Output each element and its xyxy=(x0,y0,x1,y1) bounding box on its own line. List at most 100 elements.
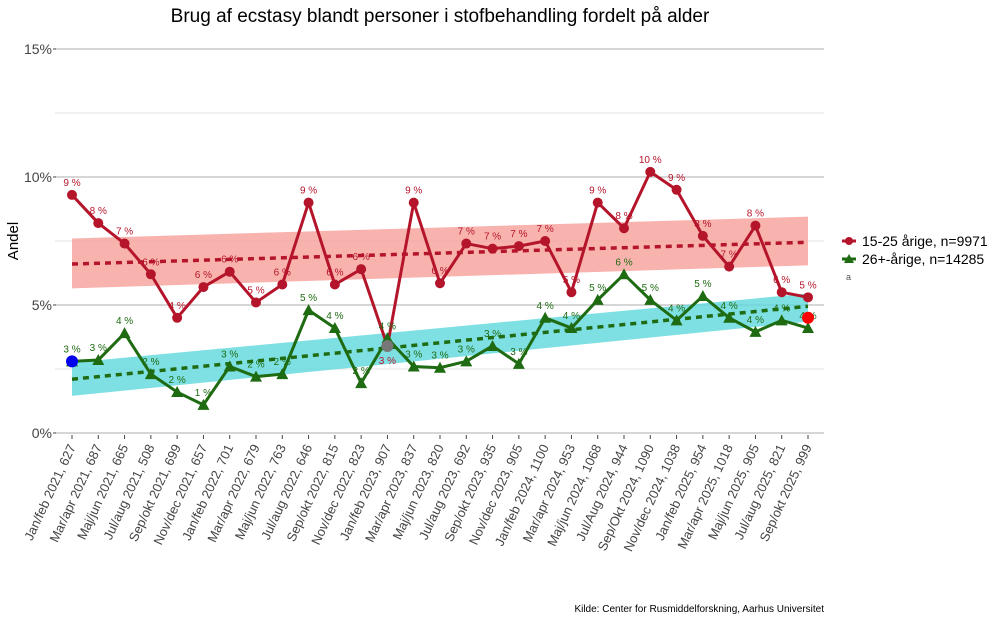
data-point xyxy=(171,386,184,398)
source-caption: Kilde: Center for Rusmiddelforskning, Aa… xyxy=(574,604,824,615)
data-label: 6 % xyxy=(274,268,291,279)
data-label: 3 % xyxy=(90,343,107,354)
data-point xyxy=(591,293,604,305)
data-point xyxy=(67,189,77,200)
data-label: 4 % xyxy=(721,301,738,312)
data-point xyxy=(618,268,630,280)
legend-note: a xyxy=(846,272,851,282)
data-label: 8 % xyxy=(90,206,107,217)
data-point xyxy=(775,314,788,326)
data-label: 3 % xyxy=(458,344,475,355)
data-point xyxy=(723,311,736,323)
data-point xyxy=(407,360,420,372)
data-label: 5 % xyxy=(247,285,264,296)
data-label: 4 % xyxy=(379,321,396,332)
data-label: 4 % xyxy=(116,316,133,327)
data-label: 3 % xyxy=(63,344,80,355)
data-point xyxy=(356,264,367,275)
chart-title: Brug af ecstasy blandt personer i stofbe… xyxy=(171,6,710,27)
y-tick-label: 0% xyxy=(32,425,52,441)
data-label: 2 % xyxy=(247,360,264,371)
data-point xyxy=(512,357,525,369)
data-label: 6 % xyxy=(615,257,632,268)
data-label: 4 % xyxy=(326,311,343,322)
data-label: 3 % xyxy=(405,349,422,360)
data-point xyxy=(250,370,262,382)
data-label: 1 % xyxy=(195,388,212,399)
trend-line-1 xyxy=(71,304,809,381)
data-label: 9 % xyxy=(300,186,317,197)
data-point xyxy=(803,292,813,303)
data-point xyxy=(329,279,340,290)
data-label: 4 % xyxy=(747,315,764,326)
data-point xyxy=(408,197,419,208)
highlight-point xyxy=(381,339,394,352)
data-label: 7 % xyxy=(537,224,554,235)
highlight-point xyxy=(66,355,78,368)
data-label: 3 % xyxy=(221,349,238,360)
data-point xyxy=(486,339,499,351)
trend-line-0 xyxy=(71,240,809,266)
data-point xyxy=(172,312,183,323)
legend-marker-15-25 xyxy=(845,237,853,245)
data-label: 9 % xyxy=(405,186,422,197)
data-label: 6 % xyxy=(773,275,790,286)
data-label: 5 % xyxy=(300,293,317,304)
data-label: 7 % xyxy=(721,250,738,261)
data-point xyxy=(434,361,446,373)
data-label: 3 % xyxy=(484,329,501,340)
data-point xyxy=(277,279,288,290)
data-label: 4 % xyxy=(563,311,580,322)
legend-label-26plus[interactable]: 26+-årige, n=14285 xyxy=(862,251,984,267)
y-tick-label: 5% xyxy=(32,297,52,313)
data-label: 7 % xyxy=(484,232,501,243)
data-label: 5 % xyxy=(642,283,659,294)
data-point xyxy=(435,278,445,289)
data-point xyxy=(592,197,603,208)
y-tick-label: 15% xyxy=(24,41,52,57)
data-point xyxy=(749,325,762,337)
data-point xyxy=(619,223,629,234)
data-label: 3 % xyxy=(379,356,396,367)
data-point xyxy=(303,197,314,208)
data-point xyxy=(644,293,657,305)
data-label: 6 % xyxy=(326,268,343,279)
legend-label-15-25[interactable]: 15-25 årige, n=9971 xyxy=(862,233,988,249)
data-label: 4 % xyxy=(537,301,554,312)
data-label: 8 % xyxy=(747,209,764,220)
data-label: 4 % xyxy=(668,303,685,314)
data-point xyxy=(93,218,104,229)
data-point xyxy=(460,355,473,367)
data-label: 10 % xyxy=(639,155,662,166)
data-point xyxy=(513,241,524,252)
data-label: 7 % xyxy=(510,229,527,240)
data-label: 8 % xyxy=(615,211,632,222)
data-label: 9 % xyxy=(589,186,606,197)
data-point xyxy=(540,236,551,246)
data-point xyxy=(645,166,656,177)
data-label: 3 % xyxy=(510,347,527,358)
data-point xyxy=(224,266,235,277)
data-label: 2 % xyxy=(274,357,291,368)
data-label: 9 % xyxy=(63,178,80,189)
data-label: 5 % xyxy=(694,279,711,290)
data-label: 7 % xyxy=(458,227,475,238)
data-point xyxy=(328,322,341,334)
data-label: 2 % xyxy=(169,375,186,386)
y-axis-label: Andel xyxy=(5,222,22,260)
data-point xyxy=(724,261,735,272)
data-label: 8 % xyxy=(694,219,711,230)
data-point xyxy=(251,297,261,308)
data-point xyxy=(539,311,552,323)
data-label: 7 % xyxy=(116,227,133,238)
highlight-point xyxy=(802,311,814,324)
data-point xyxy=(92,354,105,366)
data-point xyxy=(276,368,289,380)
data-label: 6 % xyxy=(431,266,448,277)
data-point xyxy=(776,287,787,298)
data-point xyxy=(671,184,682,195)
data-label: 2 % xyxy=(142,357,159,368)
data-point xyxy=(302,304,315,316)
data-label: 5 % xyxy=(563,275,580,286)
